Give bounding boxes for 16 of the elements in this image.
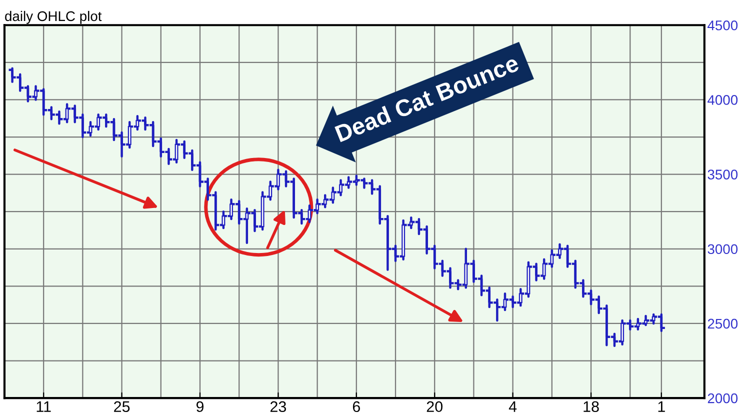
x-tick-label: 4 bbox=[508, 401, 517, 412]
x-tick-label: 1 bbox=[658, 401, 665, 412]
y-tick-label: 2500 bbox=[708, 318, 738, 329]
y-tick-label: 4500 bbox=[708, 20, 738, 30]
x-tick-label: 23 bbox=[270, 401, 286, 412]
chart-title: daily OHLC plot bbox=[5, 10, 102, 24]
x-tick-label: 20 bbox=[426, 401, 443, 412]
y-tick-label: 4000 bbox=[708, 95, 738, 105]
y-tick-label: 3000 bbox=[708, 244, 738, 254]
x-tick-label: 11 bbox=[36, 401, 51, 412]
y-tick-label: 2000 bbox=[708, 393, 738, 404]
x-tick-label: 9 bbox=[196, 401, 204, 412]
x-tick-label: 6 bbox=[352, 401, 360, 412]
x-tick-label: 18 bbox=[584, 401, 599, 412]
x-tick-label: 25 bbox=[114, 401, 130, 412]
y-tick-label: 3500 bbox=[708, 170, 738, 180]
